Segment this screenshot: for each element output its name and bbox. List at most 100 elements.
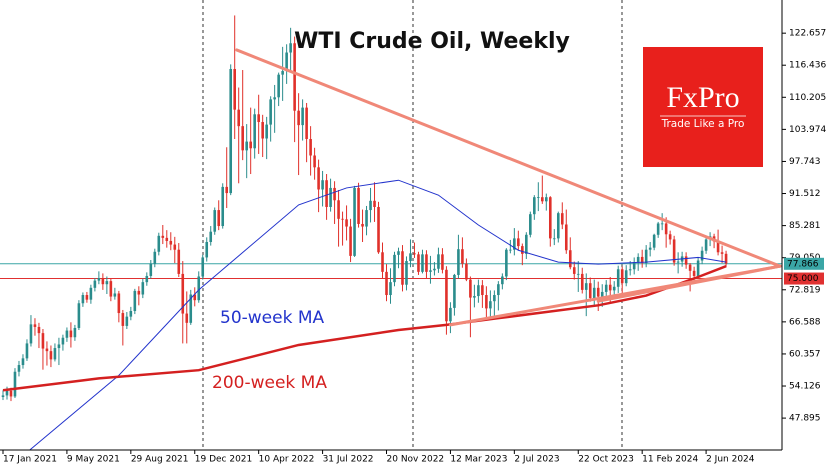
y-tick-label: 97.743 [789,157,821,167]
candle-body [485,295,488,309]
candle-body [85,295,89,300]
x-tick-label: 10 Apr 2022 [259,455,315,465]
candle-body [545,197,548,202]
candle-body [329,187,332,207]
candle-body [525,234,528,254]
candle-body [513,238,516,250]
candle-body [337,200,340,219]
ma-annotation: 200-week MA [212,373,327,393]
candle-body [293,43,296,111]
candle-body [429,270,432,272]
candle-body [73,327,77,338]
candle-body [668,234,672,240]
candle-body [369,200,372,211]
candle-body [129,310,133,317]
candle-body [505,249,508,277]
candle-body [616,269,620,287]
candle-body [684,256,688,265]
candle-body [572,267,576,274]
candle-body [405,261,408,285]
candle-body [477,285,480,297]
candle-body [604,284,608,292]
candle-body [397,251,400,255]
candle-body [521,246,524,254]
x-tick-label: 12 Mar 2023 [450,455,507,465]
candle-body [501,276,504,285]
candle-body [628,269,632,271]
candle-body [552,238,556,240]
candle-body [724,253,728,264]
candle-body [113,293,117,297]
candle-body [529,214,532,235]
y-tick-label: 54.126 [789,382,821,392]
candle-body [592,287,596,299]
candle-body [461,249,464,264]
candle-body [45,348,49,352]
candle-body [41,333,45,349]
candle-body [249,141,252,149]
candle-body [193,294,197,301]
price-tag [784,272,824,285]
y-tick-label: 47.895 [789,414,821,424]
candle-body [289,43,292,53]
candle-body [600,291,604,297]
candle-body [13,371,17,397]
candle-body [205,241,209,258]
candle-body [664,223,668,235]
x-tick-label: 2 Jun 2024 [706,455,755,465]
candle-body [700,250,704,261]
candle-body [37,326,41,334]
candle-body [433,268,436,271]
candle-body [281,71,284,75]
candle-body [389,282,392,296]
candle-body [497,284,500,296]
candle-body [564,224,568,251]
candle-body [317,167,320,190]
candle-body [688,264,692,271]
candle-body [29,324,33,344]
candle-body [185,313,189,323]
candle-body [93,280,97,288]
candle-body [608,284,612,291]
candle-body [556,213,560,239]
logo-brand: FxPro [666,81,739,114]
candle-body [656,223,660,235]
candle-body [401,251,404,285]
candle-body [65,330,69,338]
candle-body [17,365,21,372]
y-tick-label: 60.357 [789,349,821,359]
candle-body [33,324,37,327]
candle-body [49,351,53,360]
candle-body [261,122,264,139]
candle-body [233,68,236,110]
candle-body [457,249,460,275]
candle-body [473,296,476,298]
trend-line [235,48,782,268]
candle-body [153,251,157,264]
candle-body [321,180,324,190]
candle-body [541,197,544,202]
candle-body [257,114,260,123]
candle-body [253,114,256,149]
x-tick-label: 11 Feb 2024 [642,455,698,465]
candle-body [225,186,229,194]
candle-body [413,253,416,255]
candle-body [25,343,29,359]
y-tick-label: 103.974 [789,125,826,135]
candle-body [517,238,520,247]
plot-area [0,15,782,451]
candle-body [465,263,468,280]
candle-body [580,273,584,290]
candle-body [5,390,9,396]
candle-body [117,293,121,314]
candle-body [660,223,664,225]
candle-body [672,239,676,263]
candle-body [584,283,588,290]
candle-body [676,261,680,263]
logo-tagline: Trade Like a Pro [661,118,745,130]
candle-body [81,295,85,304]
candle-body [217,210,221,227]
candle-body [469,279,472,298]
candle-body [9,390,13,397]
